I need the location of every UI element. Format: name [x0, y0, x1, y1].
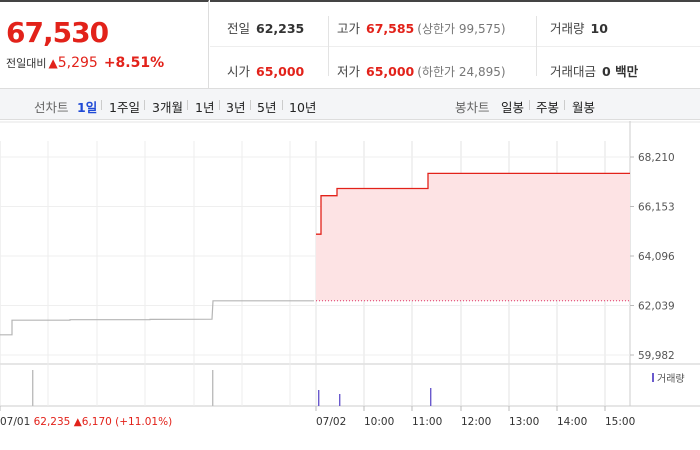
stat-label: 거래대금 [550, 64, 597, 79]
volume-panel: 거래량 [32, 370, 685, 406]
change-percent: +8.51% [103, 55, 165, 71]
toolbar-divider [529, 100, 530, 110]
period-tab-5y[interactable]: 5년 [257, 100, 277, 115]
change-line: 전일대비 ▲5,295 +8.51% [6, 55, 164, 71]
stat-sub: (하한가 24,895) [417, 65, 506, 79]
x-tick-label: 12:00 [461, 416, 491, 428]
chart-fill [316, 173, 630, 301]
stat-low: 저가 65,000 (하한가 24,895) [337, 61, 506, 80]
y-tick-label: 68,210 [638, 152, 675, 164]
volume-bar [318, 390, 320, 406]
toolbar-divider [144, 100, 145, 110]
stat-label: 시가 [227, 64, 251, 79]
y-tick-label: 59,982 [638, 350, 675, 362]
candle-tab-daily[interactable]: 일봉 [501, 100, 525, 115]
stat-open: 시가 65,000 [227, 61, 304, 80]
x-tick-label: 13:00 [509, 416, 539, 428]
y-tick-label: 62,039 [638, 301, 675, 313]
x-tick-label-prev-day: 07/01 62,235 ▲6,170 (+11.01%) [0, 416, 172, 428]
toolbar-divider [250, 100, 251, 110]
volume-bar [32, 370, 34, 406]
stat-label: 전일 [227, 21, 251, 36]
toolbar-divider [187, 100, 188, 110]
x-axis-labels: 07/02 10:00 11:00 12:00 13:00 14:00 15:00 07/01… [0, 406, 635, 428]
chart-toolbar: 선차트 1일 1주일 3개월 1년 3년 5년 10년 봉차트 일봉 주봉 월봉 [0, 89, 700, 120]
toolbar-divider [282, 100, 283, 110]
period-tab-3m[interactable]: 3개월 [152, 100, 183, 115]
up-arrow-icon: ▲ [48, 56, 58, 70]
change-label: 전일대비 [6, 57, 47, 70]
stat-value: 62,235 [256, 21, 305, 36]
current-price: 67,530 [6, 16, 109, 49]
stat-label: 거래량 [550, 21, 585, 36]
price-chart[interactable]: 68,210 66,153 64,096 62,039 59,982 거래량 07/02… [0, 121, 700, 450]
stat-sub: (상한가 99,575) [417, 22, 506, 36]
candle-tab-monthly[interactable]: 월봉 [572, 100, 596, 115]
x-tick-label: 14:00 [557, 416, 587, 428]
stat-volume: 거래량 10 [550, 18, 608, 37]
stat-label: 저가 [337, 64, 361, 79]
y-tick-label: 64,096 [638, 251, 675, 263]
period-tab-10y[interactable]: 10년 [289, 100, 317, 115]
x-tick-label: 15:00 [605, 416, 635, 428]
stat-value: 65,000 [256, 64, 305, 79]
volume-bar [212, 370, 214, 406]
toolbar-divider [564, 100, 565, 110]
period-tab-1y[interactable]: 1년 [195, 100, 215, 115]
stat-high: 고가 67,585 (상한가 99,575) [337, 18, 506, 37]
x-tick-label: 07/02 [316, 416, 346, 428]
x-tick-label: 11:00 [412, 416, 442, 428]
stats-divider [328, 16, 329, 76]
stat-value: 0 백만 [602, 64, 639, 79]
stat-amount: 거래대금 0 백만 [550, 61, 638, 80]
series-line-prev-day [0, 300, 314, 336]
volume-bar [430, 388, 432, 406]
stat-value: 10 [590, 21, 608, 36]
price-chart-svg: 68,210 66,153 64,096 62,039 59,982 거래량 07/02… [0, 121, 700, 428]
stat-label: 고가 [337, 21, 361, 36]
y-tick-label: 66,153 [638, 202, 675, 214]
period-tab-1w[interactable]: 1주일 [109, 100, 140, 115]
stats-divider [536, 16, 537, 76]
stat-value: 67,585 [366, 21, 415, 36]
period-tab-1d[interactable]: 1일 [77, 100, 98, 115]
series-area-today [316, 173, 630, 301]
quote-header: 67,530 전일대비 ▲5,295 +8.51% 전일 62,235 고가 67,58… [0, 0, 700, 89]
x-tick-label: 10:00 [364, 416, 394, 428]
change-value: 5,295 [57, 55, 98, 71]
y-axis-labels: 68,210 66,153 64,096 62,039 59,982 [638, 152, 675, 362]
series-line-today [316, 172, 630, 235]
stat-prev-close: 전일 62,235 [227, 18, 304, 37]
stat-value: 65,000 [366, 64, 415, 79]
toolbar-divider [219, 100, 220, 110]
stats-divider [210, 46, 700, 47]
candle-tab-weekly[interactable]: 주봉 [536, 100, 560, 115]
stats-panel: 전일 62,235 고가 67,585 (상한가 99,575) 거래량 10 시가 65… [210, 0, 700, 88]
toolbar-divider [101, 100, 102, 110]
volume-legend-swatch [652, 373, 654, 382]
volume-legend-label: 거래량 [657, 373, 685, 385]
price-panel: 67,530 전일대비 ▲5,295 +8.51% [0, 0, 209, 88]
chart-lines [0, 172, 630, 336]
candle-chart-label: 봉차트 [455, 100, 490, 115]
period-tab-3y[interactable]: 3년 [226, 100, 246, 115]
volume-bar [339, 394, 341, 406]
line-chart-label: 선차트 [34, 100, 69, 115]
